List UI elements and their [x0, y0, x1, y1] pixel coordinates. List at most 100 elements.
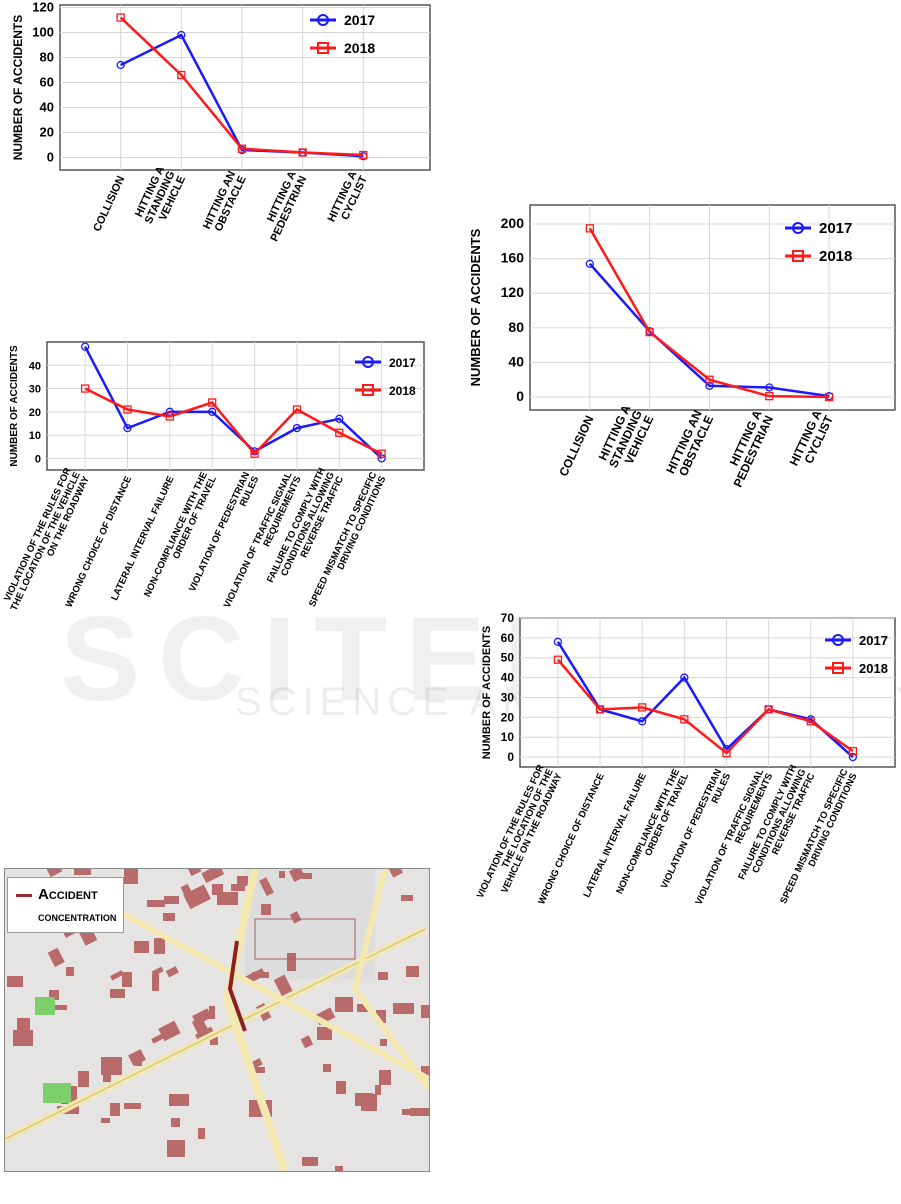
map-building	[122, 972, 132, 987]
legend-marker	[362, 384, 374, 396]
map-building	[376, 1010, 386, 1023]
map-building	[355, 1093, 373, 1106]
y-tick-label: 40	[508, 353, 524, 369]
map-building	[357, 1004, 370, 1012]
legend-marker	[832, 662, 844, 674]
map-building	[151, 966, 164, 977]
y-axis-label: Number of accidents	[11, 15, 25, 161]
map-building	[74, 869, 91, 875]
legend-label-line1: Accident	[38, 886, 98, 903]
y-tick-label: 20	[29, 407, 41, 419]
map-building	[152, 974, 159, 991]
data-point-2018	[250, 449, 259, 458]
map-building	[192, 1008, 212, 1025]
y-tick-label: 30	[501, 690, 515, 704]
map-building	[335, 997, 353, 1012]
data-point-2018	[595, 705, 605, 714]
map-building	[421, 1005, 429, 1018]
map-building	[380, 1039, 387, 1046]
data-point-2017	[292, 423, 302, 433]
data-point-2018	[680, 715, 689, 724]
y-tick-label: 30	[29, 384, 41, 396]
y-tick-label: 200	[501, 215, 525, 231]
map-building	[124, 869, 138, 884]
map-building	[406, 966, 419, 977]
map-building	[302, 873, 312, 879]
x-tick-label: Non-compliance with theorder of travel	[142, 470, 219, 599]
data-point-2018	[638, 703, 647, 712]
map-building	[169, 1094, 189, 1106]
map-building	[47, 947, 65, 968]
y-tick-label: 80	[40, 50, 54, 65]
y-tick-label: 80	[508, 319, 524, 335]
data-point-2018	[292, 405, 302, 414]
map-building	[164, 896, 179, 904]
map-building	[101, 1057, 122, 1075]
data-point-2018	[765, 392, 774, 401]
legend-marker	[317, 14, 329, 26]
data-point-2018	[848, 746, 858, 756]
y-tick-label: 70	[501, 611, 515, 625]
map-building	[378, 972, 388, 980]
map-building	[336, 1081, 346, 1094]
map-building	[302, 1157, 318, 1166]
map-building	[237, 876, 248, 886]
map-building	[44, 869, 63, 878]
y-tick-label: 40	[29, 360, 41, 372]
data-point-2018	[553, 655, 563, 664]
legend-line-swatch	[16, 894, 32, 897]
chart-violations-a: 010203040Number of accidents 20172018Viol…	[2, 341, 425, 613]
chart-violations-b: 0 10 20 30 40 50 60 70 Number of accidents 2017 20…	[475, 611, 896, 907]
map-building	[261, 904, 271, 915]
map-building	[147, 900, 165, 907]
map-building	[48, 1005, 67, 1010]
map-building	[317, 1027, 332, 1040]
data-point-2017	[177, 30, 186, 40]
data-point-2017	[585, 259, 594, 268]
map-building	[134, 941, 149, 953]
legend-label-2018: 2018	[389, 384, 416, 398]
legend-label-2018: 2018	[819, 248, 852, 265]
map-building	[385, 869, 404, 878]
map-building	[183, 884, 211, 910]
map-building	[17, 1018, 30, 1030]
series-line-2017	[84, 346, 383, 460]
map-building	[154, 938, 165, 954]
map-building	[49, 990, 59, 1000]
map-building	[393, 1003, 414, 1014]
y-axis-label: Number of accidents	[468, 228, 483, 386]
data-point-2017	[123, 423, 132, 433]
y-tick-label: 40	[501, 671, 515, 685]
map-building	[287, 953, 296, 971]
x-tick-label: Hitting astandingvehicle	[596, 402, 657, 470]
data-point-2017	[705, 381, 714, 390]
y-tick-label: 120	[501, 284, 525, 300]
data-point-2018	[645, 328, 654, 337]
data-point-2017	[848, 752, 858, 762]
data-point-2017	[116, 60, 125, 70]
map-building	[401, 895, 413, 901]
x-tick-label-line: Collision	[91, 174, 127, 233]
legend-label-2017: 2017	[859, 633, 888, 648]
map-building	[201, 869, 225, 884]
x-tick-label: Collision	[91, 174, 127, 233]
data-point-2018	[237, 144, 247, 153]
map-building	[410, 1108, 429, 1116]
y-tick-label: 0	[35, 453, 41, 465]
series-line-2018	[119, 16, 364, 157]
data-point-2017	[638, 717, 647, 726]
accident-map: Accident concentration	[4, 868, 430, 1172]
map-building	[209, 1006, 215, 1019]
map-building	[13, 1030, 33, 1046]
map-building	[135, 1053, 142, 1066]
map-building	[375, 1085, 381, 1095]
map-building	[252, 972, 269, 978]
data-point-2017	[553, 637, 563, 646]
data-point-2018	[764, 705, 773, 714]
x-tick-label: Hitting acyclist	[787, 408, 837, 468]
series-line-2018	[556, 658, 854, 755]
map-building	[279, 871, 285, 878]
y-tick-label: 20	[501, 710, 515, 724]
map-building	[165, 966, 179, 978]
